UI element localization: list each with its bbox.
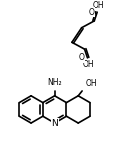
Text: OH: OH	[86, 79, 98, 88]
Text: O: O	[88, 8, 94, 17]
Text: N: N	[51, 119, 58, 128]
Text: O: O	[79, 53, 85, 62]
Text: OH: OH	[92, 1, 104, 10]
Text: NH₂: NH₂	[47, 78, 62, 87]
Text: OH: OH	[83, 60, 94, 69]
